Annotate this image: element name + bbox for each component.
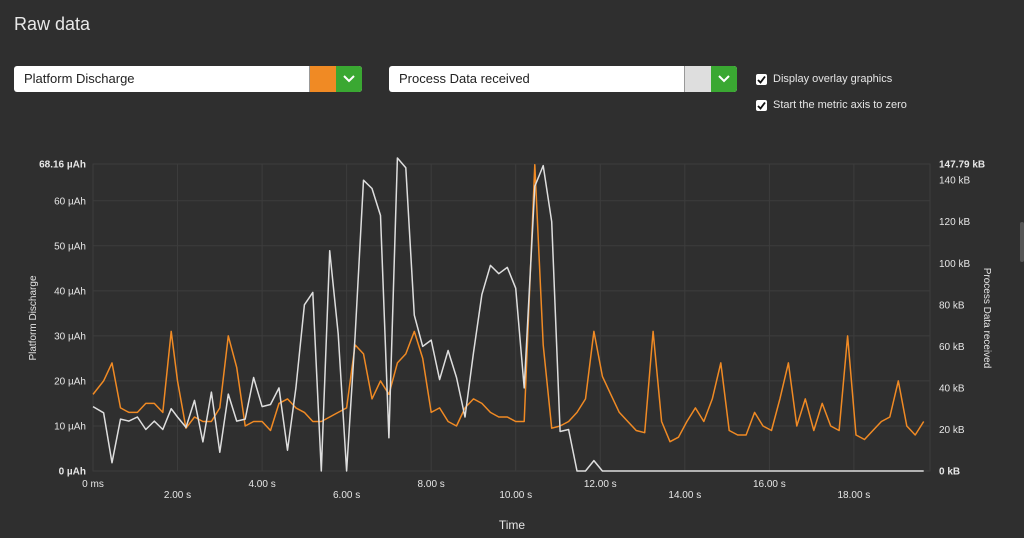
chart-grid [92,163,931,472]
overlay-graphics-toggle[interactable]: Display overlay graphics [756,73,892,85]
y-right-tick-label: 20 kB [939,425,965,436]
x-tick-label: 12.00 s [584,479,617,490]
plot-area-border [92,163,931,472]
checkmark-icon [757,75,766,84]
y-left-tick-label: 0 µAh [59,467,86,478]
right-metric-label: Process Data received [399,71,530,86]
scroll-handle[interactable] [1020,222,1024,262]
x-axis-title: Time [499,518,526,532]
x-tick-label: 2.00 s [164,490,191,501]
right-metric-color-swatch[interactable] [684,66,711,92]
left-axis-title: Platform Discharge [28,275,39,360]
left-metric-dropdown-button[interactable] [336,66,362,92]
chevron-down-icon [343,75,355,83]
x-tick-label: 18.00 s [838,490,871,501]
right-metric-select[interactable]: Process Data received [389,66,737,92]
y-left-tick-label: 68.16 µAh [39,160,86,171]
overlay-graphics-checkbox[interactable] [756,73,767,85]
y-right-tick-label: 147.79 kB [939,160,985,171]
y-right-tick-label: 80 kB [939,300,965,311]
x-tick-label: 10.00 s [499,490,532,501]
checkmark-icon [757,101,766,110]
y-left-tick-label: 40 µAh [54,286,86,297]
y-left-tick-label: 50 µAh [54,241,86,252]
axis-zero-toggle[interactable]: Start the metric axis to zero [756,99,907,111]
x-tick-label: 0 ms [82,479,104,490]
axis-zero-checkbox[interactable] [756,99,767,111]
process-data-received-line [92,157,924,472]
left-metric-label: Platform Discharge [24,71,135,86]
page-title: Raw data [14,14,91,34]
y-left-tick-label: 10 µAh [54,421,86,432]
y-right-tick-label: 140 kB [939,176,970,187]
y-left-tick-label: 60 µAh [54,196,86,207]
y-right-tick-label: 40 kB [939,383,965,394]
x-tick-label: 4.00 s [248,479,275,490]
y-right-tick-label: 60 kB [939,342,965,353]
left-metric-select[interactable]: Platform Discharge [14,66,362,92]
chart-axes: 0 ms 2.00 s 4.00 s 6.00 s 8.00 s 10.00 s 12.00… [39,160,985,502]
left-metric-color-swatch[interactable] [309,66,336,92]
y-right-tick-label: 0 kB [939,467,960,478]
right-axis-title: Process Data received [981,268,992,369]
chart-series [92,157,925,472]
x-tick-label: 14.00 s [668,490,701,501]
x-tick-label: 8.00 s [418,479,445,490]
overlay-graphics-label: Display overlay graphics [773,73,893,85]
x-tick-label: 6.00 s [333,490,360,501]
y-right-tick-label: 100 kB [939,259,970,270]
chevron-down-icon [718,75,730,83]
platform-discharge-line [92,163,925,443]
right-metric-dropdown-button[interactable] [711,66,737,92]
y-left-tick-label: 30 µAh [54,331,86,342]
y-right-tick-label: 120 kB [939,217,970,228]
axis-zero-label: Start the metric axis to zero [773,99,907,111]
y-left-tick-label: 20 µAh [54,376,86,387]
x-tick-label: 16.00 s [753,479,786,490]
